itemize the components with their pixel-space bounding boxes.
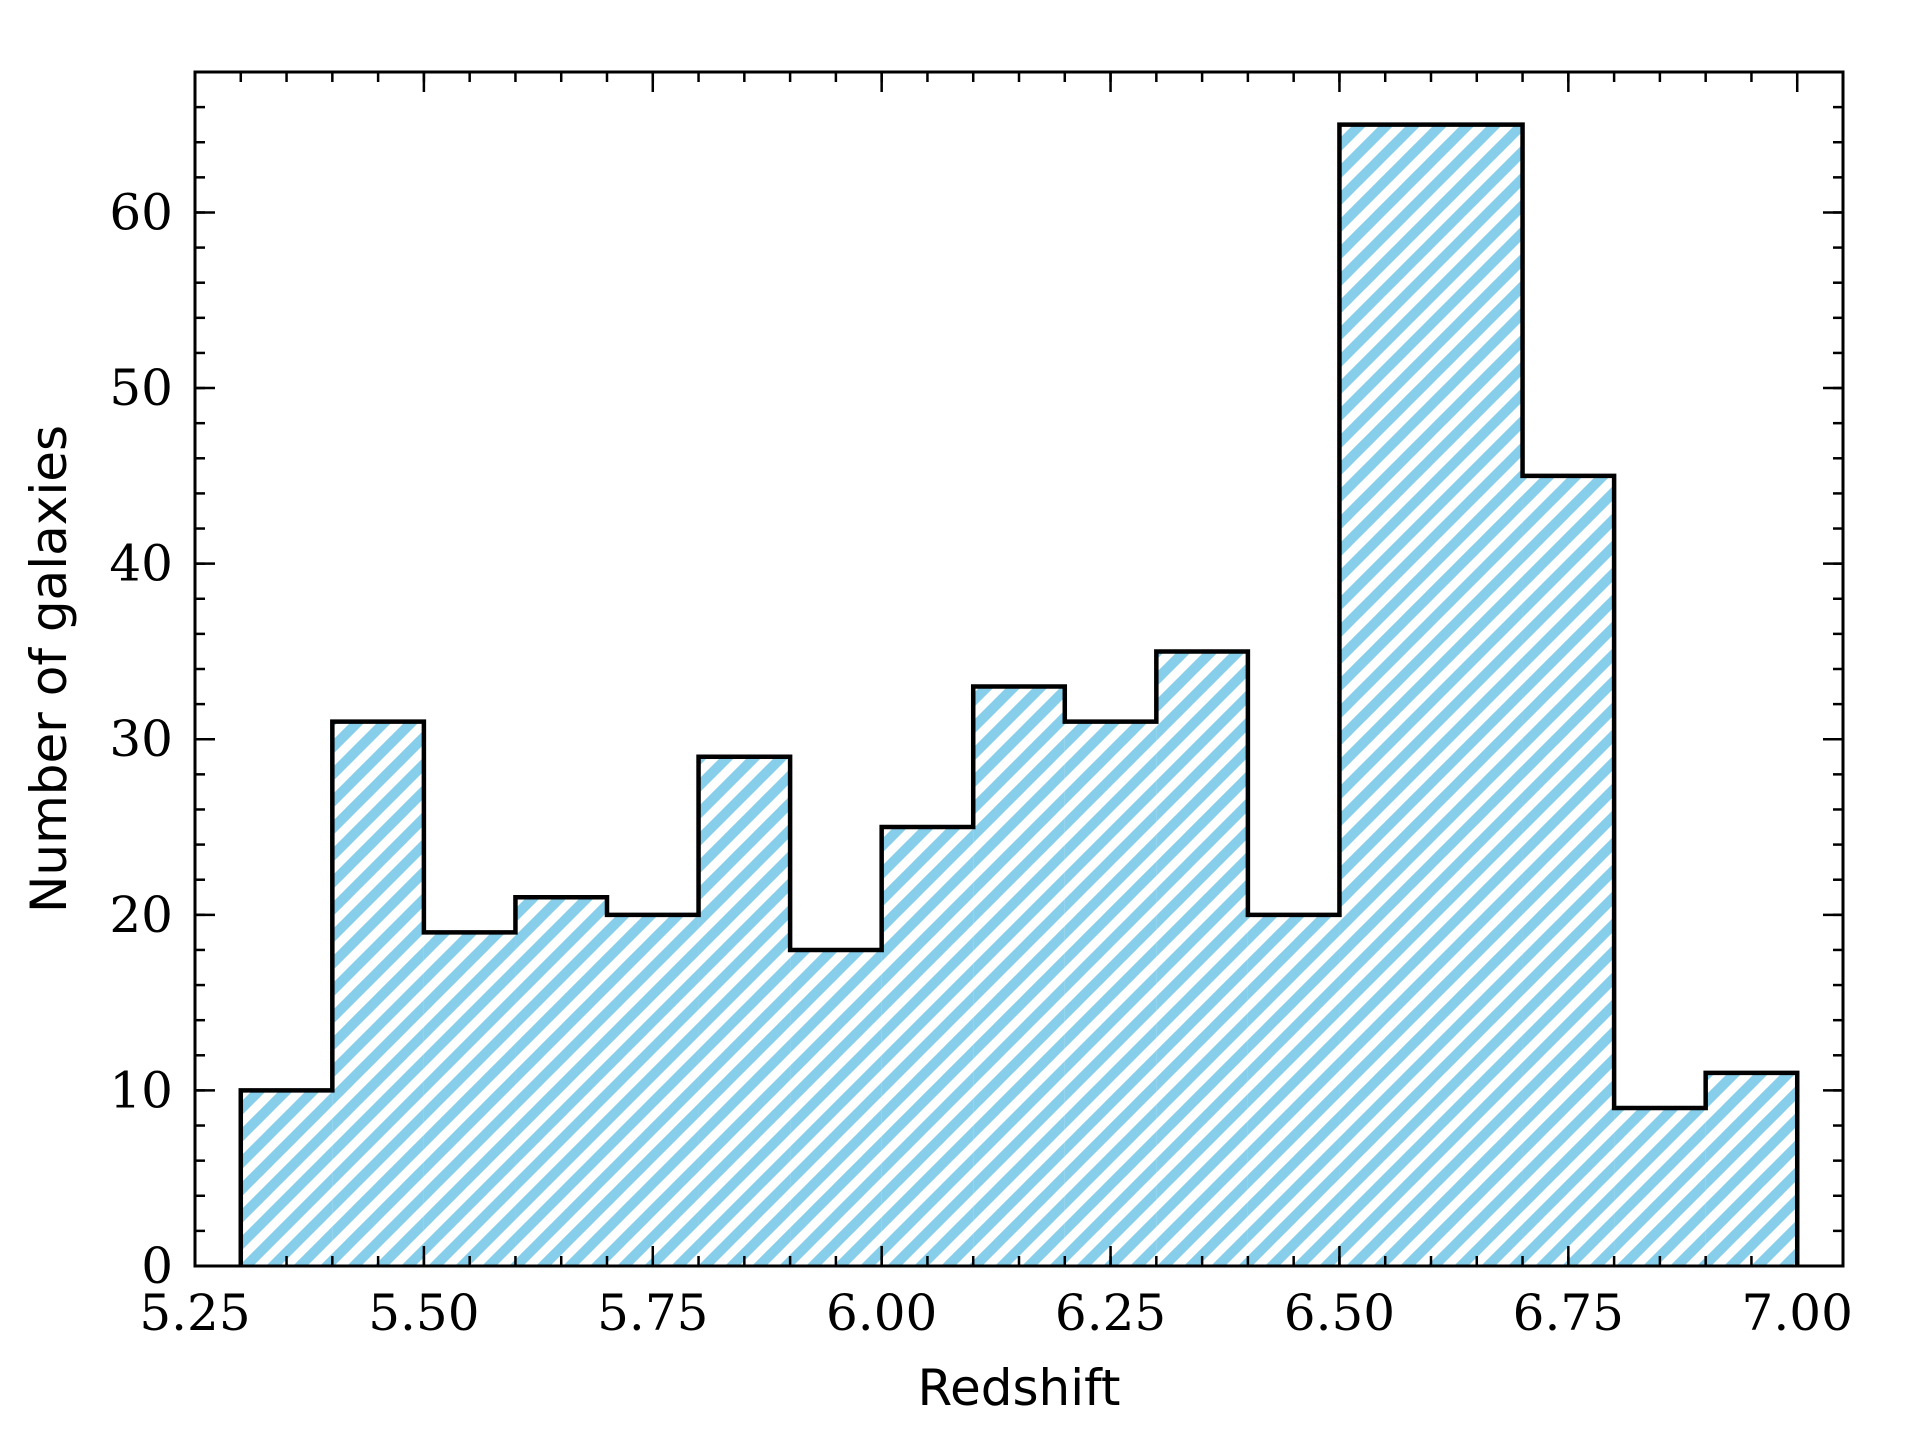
histogram-bar: [1431, 124, 1523, 1266]
histogram-bar: [698, 756, 791, 1266]
histogram-bar: [1064, 721, 1157, 1266]
y-tick-label: 40: [109, 535, 173, 593]
tick-labels: 5.25 5.50 5.75 6.00 6.25 6.50 6.75 7.00 0 10 20 30 4…: [109, 183, 1853, 1342]
histogram-bar: [790, 949, 882, 1266]
x-tick-label: 6.00: [826, 1284, 937, 1342]
x-tick-label: 6.50: [1284, 1284, 1395, 1342]
x-tick-label: 7.00: [1742, 1284, 1853, 1342]
histogram-bar: [1705, 1072, 1798, 1266]
x-axis-label: Redshift: [918, 1359, 1121, 1417]
y-tick-label: 10: [109, 1061, 173, 1119]
histogram-bar: [1614, 1107, 1706, 1266]
y-tick-label: 20: [109, 886, 173, 944]
y-tick-label: 30: [109, 710, 173, 768]
x-tick-label: 6.75: [1513, 1284, 1624, 1342]
x-tick-label: 5.25: [139, 1284, 250, 1342]
histogram-bar: [332, 721, 424, 1266]
histogram-bar: [423, 932, 516, 1266]
histogram-bar: [973, 686, 1065, 1266]
y-tick-label: 60: [109, 183, 173, 241]
x-tick-label: 6.25: [1055, 1284, 1166, 1342]
y-tick-label: 50: [109, 359, 173, 417]
histogram-outline: [238, 122, 1800, 1266]
y-tick-label: 0: [141, 1237, 173, 1295]
histogram-bar: [881, 827, 974, 1266]
histogram-bar: [1339, 124, 1431, 1266]
histogram-bar: [240, 1090, 333, 1266]
histogram-bars: [240, 124, 1798, 1266]
histogram-outline-layer: [238, 122, 1800, 1266]
histogram-bar: [515, 897, 607, 1266]
histogram-bar: [1156, 651, 1248, 1266]
x-tick-label: 5.50: [368, 1284, 479, 1342]
histogram-bar: [1522, 475, 1615, 1266]
plot-frame: [193, 70, 1845, 1268]
x-tick-label: 5.75: [597, 1284, 708, 1342]
histogram-bar: [1247, 914, 1340, 1266]
y-axis-label: Number of galaxies: [20, 425, 78, 913]
histogram-bar: [607, 914, 699, 1266]
